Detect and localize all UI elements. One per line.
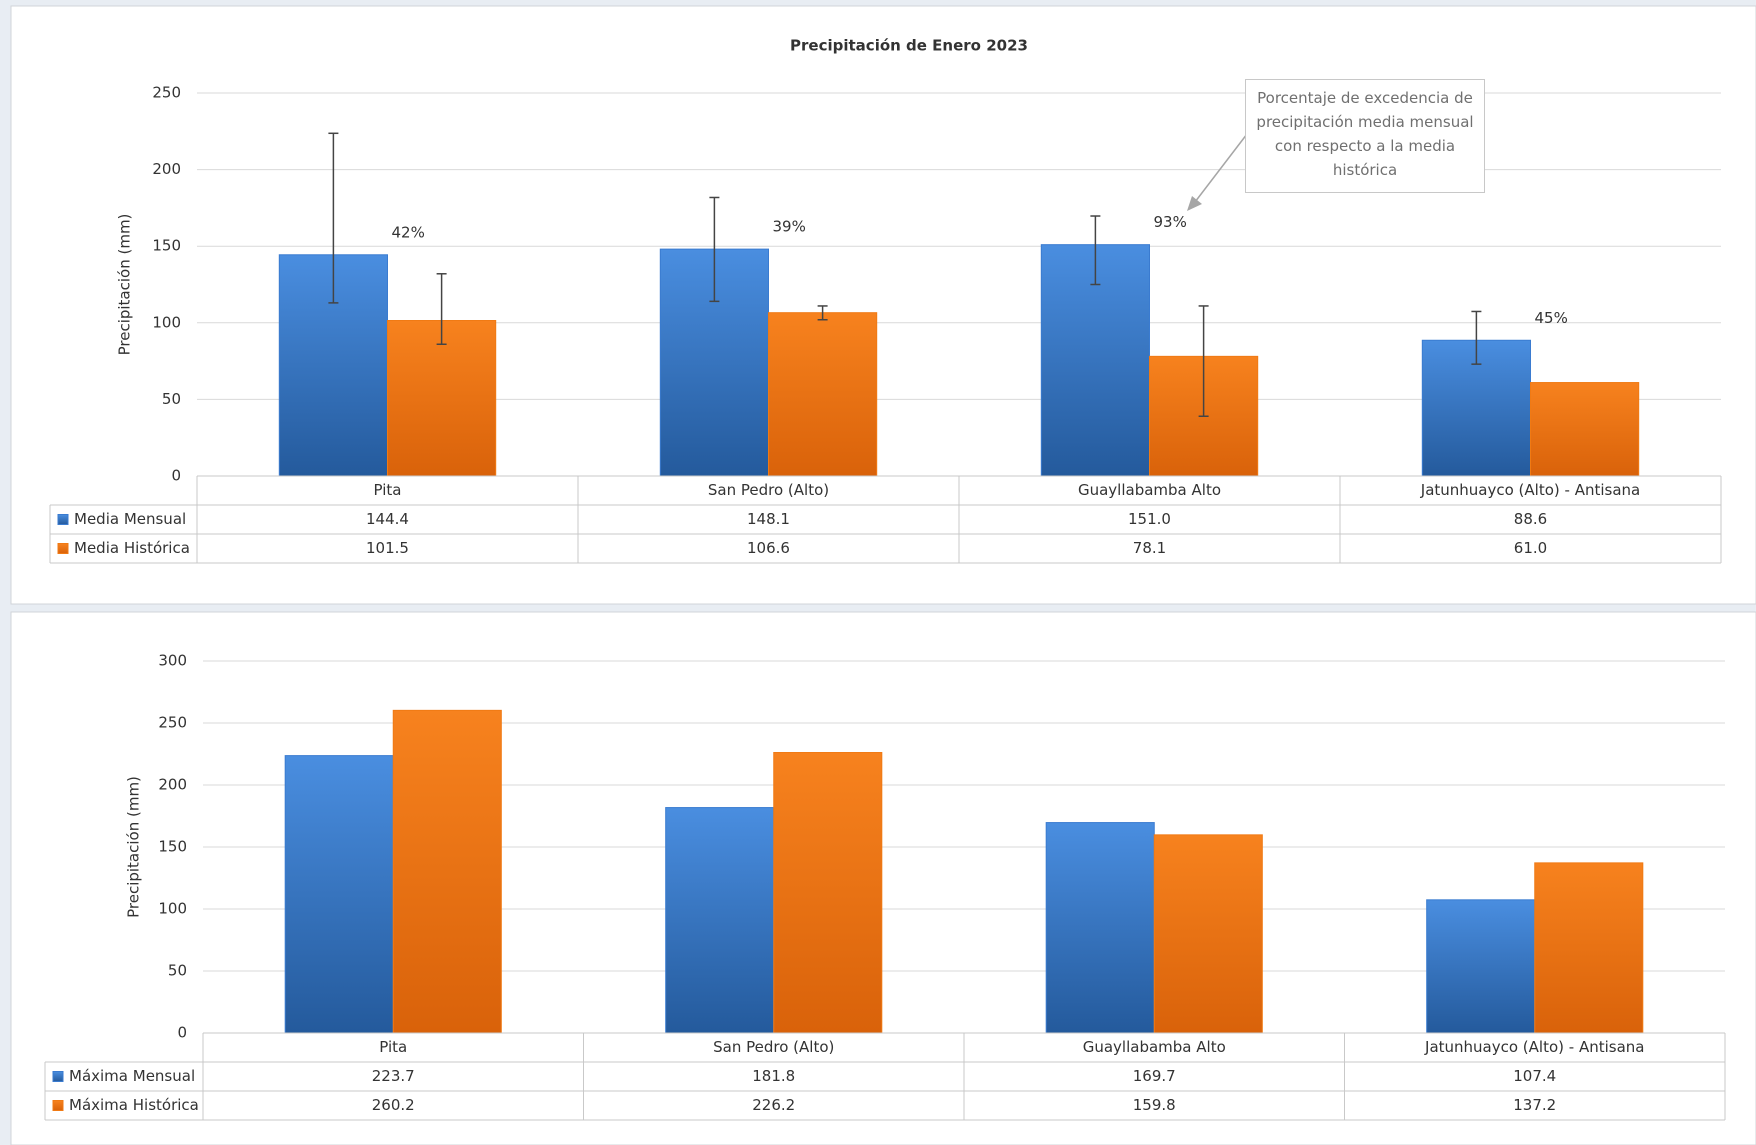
table-value: 137.2 [1513,1096,1556,1114]
table-value: 144.4 [366,510,409,528]
category-label: Guayllabamba Alto [1078,481,1221,499]
y-tick-label: 250 [152,84,181,102]
y-tick-label: 100 [152,313,181,331]
y-tick-label: 100 [158,900,187,918]
annotation-box: Porcentaje de excedencia de precipitació… [1245,79,1485,193]
table-value: 169.7 [1133,1067,1176,1085]
error-bar [436,273,447,345]
error-bar [1090,215,1101,286]
legend-label: Máxima Histórica [69,1096,199,1114]
category-label: San Pedro (Alto) [708,481,829,499]
annotation-text: Porcentaje de excedencia de precipitació… [1245,79,1485,193]
bar [773,752,883,1034]
legend-swatch [52,1071,64,1082]
table-value: 226.2 [752,1096,795,1114]
table-value: 101.5 [366,539,409,557]
excess-label: 93% [1154,213,1187,231]
table-value: 107.4 [1513,1067,1556,1085]
y-tick-label: 0 [171,467,181,485]
bar [392,709,502,1034]
table-value: 78.1 [1133,539,1166,557]
bar [665,807,775,1034]
category-label: Pita [379,1038,407,1056]
chart-title: Precipitación de Enero 2023 [790,37,1028,55]
y-tick-label: 50 [168,962,187,980]
legend-label: Media Mensual [74,510,186,528]
panel [10,5,1756,605]
excess-label: 45% [1535,309,1568,327]
bar [768,312,878,477]
y-axis-label: Precipitación (mm) [116,214,134,356]
error-bar [1198,305,1209,418]
y-tick-label: 200 [158,776,187,794]
y-tick-label: 200 [152,160,181,178]
error-bar [1471,310,1482,365]
category-label: San Pedro (Alto) [713,1038,834,1056]
error-bar [709,196,720,303]
y-tick-label: 250 [158,714,187,732]
category-label: Pita [374,481,402,499]
bar [1153,834,1263,1034]
category-label: Guayllabamba Alto [1083,1038,1226,1056]
category-label: Jatunhuayco (Alto) - Antisana [1424,1038,1644,1056]
category-label: Jatunhuayco (Alto) - Antisana [1420,481,1640,499]
legend-swatch [57,543,69,554]
excess-label: 39% [773,218,806,236]
y-tick-label: 300 [158,652,187,670]
table-value: 148.1 [747,510,790,528]
table-value: 223.7 [372,1067,415,1085]
panel [10,611,1756,1145]
annotation-arrowhead [1187,196,1202,211]
bar [284,755,394,1034]
error-bar [817,305,828,321]
table-value: 88.6 [1514,510,1547,528]
legend-swatch [52,1100,64,1111]
legend-label: Media Histórica [74,539,190,557]
table-value: 159.8 [1133,1096,1176,1114]
legend-swatch [57,514,69,525]
y-tick-label: 50 [162,390,181,408]
bar [1426,899,1536,1034]
legend-label: Máxima Mensual [69,1067,195,1085]
table-value: 181.8 [752,1067,795,1085]
table-value: 61.0 [1514,539,1547,557]
table-value: 106.6 [747,539,790,557]
bar [1045,822,1155,1034]
bar [387,320,497,477]
y-tick-label: 0 [177,1024,187,1042]
y-tick-label: 150 [152,237,181,255]
bar [1530,382,1640,477]
annotation-arrow [1194,133,1248,203]
table-value: 151.0 [1128,510,1171,528]
bar [1534,862,1644,1034]
excess-label: 42% [392,223,425,241]
error-bar [328,132,339,304]
y-tick-label: 150 [158,838,187,856]
y-axis-label: Precipitación (mm) [125,776,143,918]
table-value: 260.2 [372,1096,415,1114]
